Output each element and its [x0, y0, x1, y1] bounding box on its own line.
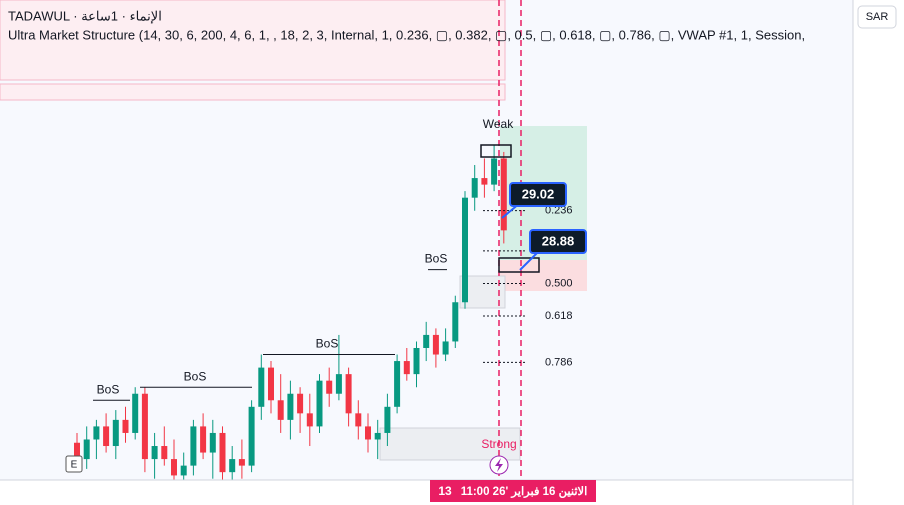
- weak-label: Weak: [483, 117, 514, 131]
- candle-body: [345, 374, 352, 414]
- candle-body: [74, 442, 80, 460]
- event-icon-bolt: [495, 458, 503, 472]
- candle-body: [394, 361, 401, 407]
- candle-body: [452, 302, 459, 342]
- crosshair-box: [430, 480, 596, 502]
- strong-label: Strong: [481, 437, 516, 451]
- price-axis: [853, 0, 904, 505]
- callout-text: 29.02: [522, 186, 555, 201]
- candle-body: [200, 426, 207, 453]
- currency-button[interactable]: [857, 5, 897, 29]
- time-axis: [0, 480, 853, 505]
- candle-body: [316, 380, 323, 427]
- candle-body: [500, 158, 507, 231]
- candle-body: [355, 413, 362, 427]
- currency[interactable]: SAR: [866, 11, 889, 23]
- candle-body: [306, 413, 313, 427]
- earnings-icon-text[interactable]: E: [71, 460, 78, 471]
- candle-body: [297, 393, 304, 414]
- fib-label: 0.500: [545, 277, 573, 289]
- candle-body: [238, 459, 245, 466]
- candle-body: [258, 367, 265, 407]
- entry-box: [498, 257, 540, 273]
- candle-body: [190, 426, 197, 466]
- candle-body: [277, 400, 284, 420]
- candle-body: [374, 432, 381, 440]
- bos-label: BoS: [184, 369, 207, 383]
- fib-label: 0.236: [545, 204, 573, 216]
- callout-box: [509, 182, 567, 207]
- symbol: TADAWUL · الإنماء · 1ساعة: [8, 8, 162, 24]
- candle-body: [219, 432, 226, 473]
- candle-body: [268, 367, 274, 401]
- candle-body: [335, 374, 342, 394]
- candle-body: [141, 393, 148, 460]
- bos-label: BoS: [97, 382, 120, 396]
- candle-body: [180, 465, 187, 476]
- earnings-icon[interactable]: [65, 455, 83, 473]
- fib-label: 0.786: [545, 356, 573, 368]
- stop-zone: [500, 260, 587, 291]
- candle-body: [491, 158, 498, 185]
- candle-body: [112, 419, 119, 447]
- candle-body: [93, 426, 100, 440]
- candle-body: [326, 380, 333, 394]
- candle-body: [103, 426, 110, 447]
- candle-body: [384, 406, 391, 433]
- candle-body: [442, 341, 449, 355]
- candle-body: [122, 419, 129, 433]
- candle-body: [413, 347, 420, 375]
- fib-label: 0.618: [545, 310, 573, 322]
- crosshair-day: 13: [438, 484, 452, 498]
- supply-zone: [0, 0, 506, 81]
- candle-body: [403, 361, 410, 375]
- ob-zone: [379, 427, 521, 461]
- callout-box: [529, 229, 587, 254]
- candle-body: [462, 197, 468, 303]
- candle-body: [209, 432, 216, 453]
- candle-body: [481, 178, 488, 185]
- bos-label: BoS: [425, 252, 448, 266]
- candle-body: [229, 459, 236, 473]
- supply-zone: [0, 83, 506, 101]
- candle-body: [161, 446, 168, 460]
- candle-body: [248, 406, 255, 466]
- indicator: Ultra Market Structure (14, 30, 6, 200, …: [8, 27, 805, 42]
- candle-body: [132, 393, 139, 433]
- candle-body: [471, 178, 478, 198]
- callout-text: 28.88: [542, 233, 575, 248]
- candle-body: [171, 459, 177, 476]
- candle-body: [83, 439, 90, 460]
- candle-body: [423, 334, 430, 348]
- weak-box: [480, 144, 512, 158]
- crosshair-time: الاثنين 16 فبراير '26 11:00: [461, 485, 588, 499]
- candle-body: [151, 446, 158, 460]
- candle-body: [365, 426, 371, 440]
- bos-label: BoS: [316, 337, 339, 351]
- candle-body: [287, 393, 294, 420]
- candle-body: [432, 334, 439, 355]
